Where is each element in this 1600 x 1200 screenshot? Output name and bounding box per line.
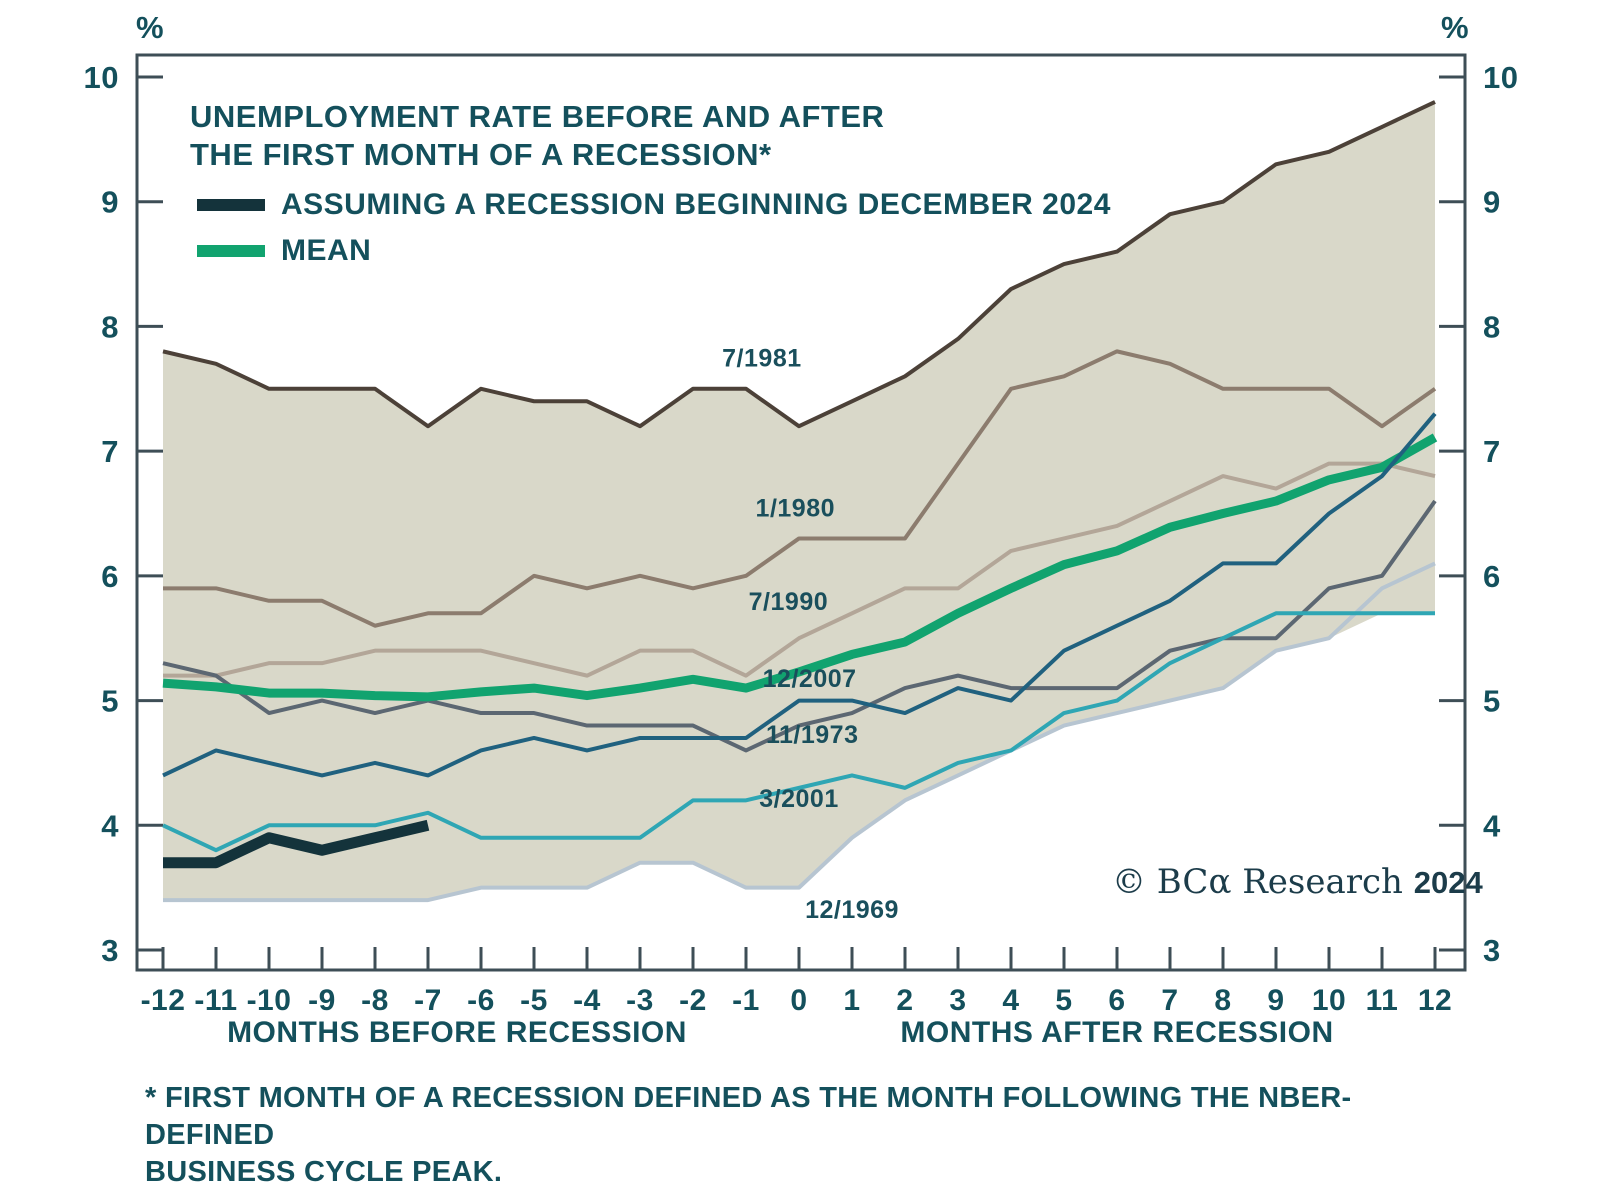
x-tick-label: 4 xyxy=(1002,984,1019,1017)
plot-frame xyxy=(135,53,1467,972)
y-tick-label-right: 4 xyxy=(1483,808,1501,843)
y-tick-label-right: 7 xyxy=(1483,434,1501,469)
footnote-line2: BUSINESS CYCLE PEAK. xyxy=(145,1156,503,1188)
footnote: * FIRST MONTH OF A RECESSION DEFINED AS … xyxy=(145,1080,1445,1191)
copyright-year: 2024 xyxy=(1413,865,1483,900)
x-tick-label: -10 xyxy=(247,984,292,1017)
x-tick-label: 7 xyxy=(1161,984,1178,1017)
copyright: © BCα Research 2024 xyxy=(1112,862,1483,902)
x-tick-label: -7 xyxy=(414,984,442,1017)
x-tick-label: 9 xyxy=(1267,984,1284,1017)
y-tick-label-left: 7 xyxy=(101,434,119,469)
x-tick-label: 5 xyxy=(1055,984,1072,1017)
series-line-7-1981 xyxy=(162,100,1436,429)
x-tick-label: 6 xyxy=(1108,984,1125,1017)
y-tick-label-left: 9 xyxy=(101,185,119,220)
mean-line-swatch xyxy=(197,245,265,257)
x-tick-label: 12 xyxy=(1418,984,1452,1017)
x-axis-caption-before: MONTHS BEFORE RECESSION xyxy=(227,1016,687,1049)
chart-title: UNEMPLOYMENT RATE BEFORE AND AFTER THE F… xyxy=(190,98,884,174)
y-tick-label-right: 9 xyxy=(1483,185,1501,220)
series-label-12-1969: 12/1969 xyxy=(805,896,899,924)
y-tick-label-right: 6 xyxy=(1483,559,1501,594)
y-tick-label-left: 5 xyxy=(101,684,119,719)
x-tick-label: -2 xyxy=(679,984,707,1017)
y-tick-label-right: 5 xyxy=(1483,684,1501,719)
copyright-text: © BCα Research xyxy=(1112,862,1414,902)
legend-item-scenario: ASSUMING A RECESSION BEGINNING DECEMBER … xyxy=(197,182,1111,228)
x-tick-label: -4 xyxy=(573,984,601,1017)
series-line-12-2007 xyxy=(162,412,1437,778)
series-label-7-1981: 7/1981 xyxy=(722,345,801,373)
x-tick-label: -1 xyxy=(732,984,760,1017)
x-tick-label: -5 xyxy=(520,984,548,1017)
chart-title-line2: THE FIRST MONTH OF A RECESSION* xyxy=(190,137,772,172)
y-axis-unit-right: % xyxy=(1441,10,1469,45)
x-tick-label: 3 xyxy=(949,984,966,1017)
y-tick-label-left: 10 xyxy=(84,60,119,95)
y-axis-unit-left: % xyxy=(136,10,164,45)
series-line-12-1969 xyxy=(163,561,1436,903)
y-tick-label-right: 3 xyxy=(1483,933,1501,968)
y-tick-label-left: 4 xyxy=(101,808,119,843)
legend: ASSUMING A RECESSION BEGINNING DECEMBER … xyxy=(197,182,1111,274)
x-tick-label: -8 xyxy=(361,984,389,1017)
series-line-mean xyxy=(162,433,1438,702)
legend-label-mean: MEAN xyxy=(281,234,372,267)
scenario-line-swatch xyxy=(197,199,265,211)
series-label-12-2007: 12/2007 xyxy=(763,665,857,693)
footnote-line1: * FIRST MONTH OF A RECESSION DEFINED AS … xyxy=(145,1082,1352,1151)
x-tick-label: 10 xyxy=(1312,984,1346,1017)
series-label-11-1973: 11/1973 xyxy=(766,721,859,749)
y-tick-label-right: 8 xyxy=(1483,309,1501,344)
x-tick-label: -3 xyxy=(626,984,654,1017)
y-tick-label-left: 8 xyxy=(101,309,119,344)
x-tick-label: 11 xyxy=(1366,984,1399,1017)
series-line-assuming-a-recession-beginning-december-2024 xyxy=(163,819,430,869)
y-tick-label-right: 10 xyxy=(1483,60,1518,95)
x-tick-label: 1 xyxy=(843,984,860,1017)
y-tick-label-left: 6 xyxy=(101,559,119,594)
y-tick-label-left: 3 xyxy=(101,933,119,968)
chart-title-line1: UNEMPLOYMENT RATE BEFORE AND AFTER xyxy=(190,99,885,134)
x-tick-label: 8 xyxy=(1214,984,1231,1017)
series-line-3-2001 xyxy=(162,611,1435,853)
series-line-1-1980 xyxy=(163,349,1437,628)
legend-label-scenario: ASSUMING A RECESSION BEGINNING DECEMBER … xyxy=(281,188,1111,221)
series-label-7-1990: 7/1990 xyxy=(749,588,828,616)
x-tick-label: -6 xyxy=(467,984,495,1017)
x-tick-label: -9 xyxy=(308,984,336,1017)
x-tick-label: 0 xyxy=(790,984,807,1017)
series-label-3-2001: 3/2001 xyxy=(759,785,838,813)
x-axis-caption-after: MONTHS AFTER RECESSION xyxy=(900,1016,1334,1049)
x-tick-label: -12 xyxy=(141,984,186,1017)
x-tick-label: 2 xyxy=(896,984,913,1017)
series-label-1-1980: 1/1980 xyxy=(756,494,835,522)
series-line-7-1990 xyxy=(163,461,1436,678)
x-tick-label: -11 xyxy=(194,984,237,1017)
legend-item-mean: MEAN xyxy=(197,228,1111,274)
